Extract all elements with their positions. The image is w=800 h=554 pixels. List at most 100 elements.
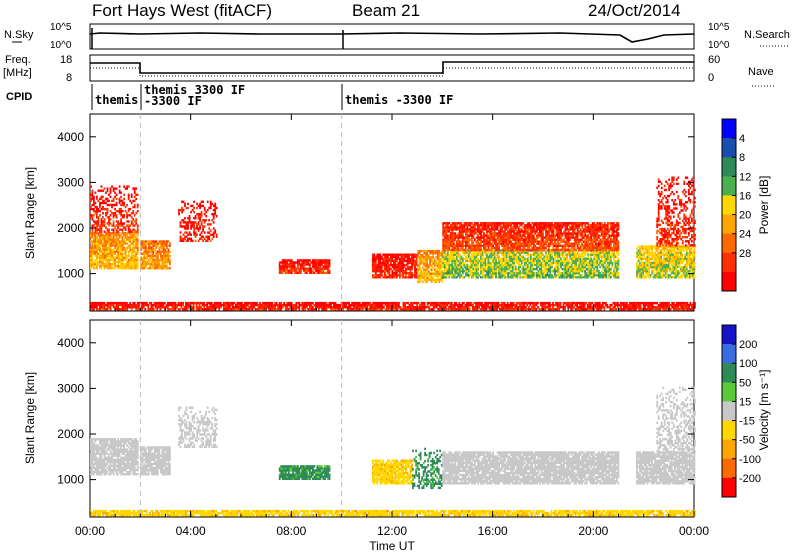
data-bin [430, 249, 433, 253]
data-bin [423, 274, 425, 277]
data-bin [121, 250, 124, 253]
data-bin [445, 255, 448, 258]
data-bin [594, 251, 597, 254]
data-bin [91, 232, 94, 235]
data-bin [94, 260, 97, 264]
data-bin [129, 199, 132, 203]
data-bin [454, 251, 457, 254]
data-bin [199, 217, 201, 220]
data-bin [377, 267, 380, 271]
data-bin [136, 264, 139, 268]
data-bin [406, 272, 409, 275]
data-bin [445, 263, 448, 267]
data-bin [394, 255, 397, 258]
data-bin [100, 222, 103, 225]
data-bin [187, 206, 189, 210]
data-bin [150, 252, 153, 255]
data-bin [458, 226, 461, 229]
data-bin [99, 254, 101, 258]
data-bin [136, 193, 139, 196]
data-bin [135, 258, 138, 262]
data-bin [91, 246, 94, 249]
data-bin [325, 271, 328, 274]
data-bin [140, 262, 143, 266]
data-bin [371, 257, 374, 260]
data-bin [133, 220, 136, 223]
data-bin [197, 239, 200, 242]
data-bin [143, 252, 146, 255]
data-bin [181, 200, 183, 203]
data-bin [489, 230, 491, 233]
data-bin [463, 257, 466, 260]
data-bin [206, 223, 209, 226]
data-bin [108, 254, 110, 258]
data-bin [212, 233, 215, 236]
data-bin [123, 232, 125, 235]
data-bin [400, 270, 403, 273]
data-bin [109, 262, 112, 266]
data-bin [402, 259, 404, 263]
data-bin [519, 251, 522, 254]
data-bin [90, 248, 92, 251]
data-bin [136, 258, 139, 262]
data-bin [318, 269, 320, 272]
data-bin [129, 260, 132, 264]
data-bin [118, 242, 121, 245]
data-bin [576, 234, 579, 237]
data-bin [91, 207, 94, 211]
data-bin [443, 276, 446, 279]
data-bin [96, 214, 98, 217]
data-bin [191, 225, 194, 228]
data-bin [451, 257, 454, 260]
data-bin [135, 232, 138, 235]
data-bin [458, 234, 461, 237]
data-bin [140, 256, 143, 260]
data-bin [160, 240, 162, 243]
data-bin [478, 251, 481, 254]
data-bin [374, 255, 377, 258]
data-bin [325, 259, 328, 262]
data-bin [430, 266, 433, 269]
data-bin [433, 270, 436, 273]
data-bin [460, 265, 463, 269]
data-bin [489, 261, 491, 265]
data-bin [321, 269, 323, 272]
data-bin [426, 251, 428, 255]
data-bin [130, 242, 133, 245]
data-bin [187, 233, 189, 236]
data-bin [374, 267, 377, 271]
data-bin [468, 259, 470, 263]
data-bin [164, 250, 167, 253]
data-bin [112, 260, 115, 264]
data-bin [471, 270, 473, 273]
data-bin [418, 276, 421, 279]
data-bin [278, 269, 281, 272]
data-bin [155, 254, 158, 258]
data-bin [445, 272, 448, 275]
data-bin [155, 267, 158, 270]
data-bin [153, 240, 156, 243]
data-bin [100, 224, 103, 227]
data-bin [371, 270, 374, 273]
data-bin [105, 226, 107, 229]
data-bin [94, 222, 97, 225]
data-bin [319, 261, 322, 264]
data-bin [94, 252, 97, 255]
data-bin [215, 206, 218, 210]
data-bin [519, 248, 522, 252]
data-bin [133, 189, 136, 192]
data-bin [200, 231, 203, 234]
data-bin [214, 231, 217, 234]
data-bin [99, 189, 101, 192]
data-bin [474, 267, 476, 271]
data-bin [90, 185, 92, 188]
data-bin [105, 256, 107, 260]
data-bin [438, 270, 441, 273]
data-bin [99, 214, 101, 217]
data-bin [188, 215, 191, 218]
data-bin [96, 226, 98, 229]
data-bin [120, 224, 122, 227]
data-bin [414, 263, 416, 267]
data-bin [150, 242, 153, 245]
data-bin [458, 230, 461, 233]
